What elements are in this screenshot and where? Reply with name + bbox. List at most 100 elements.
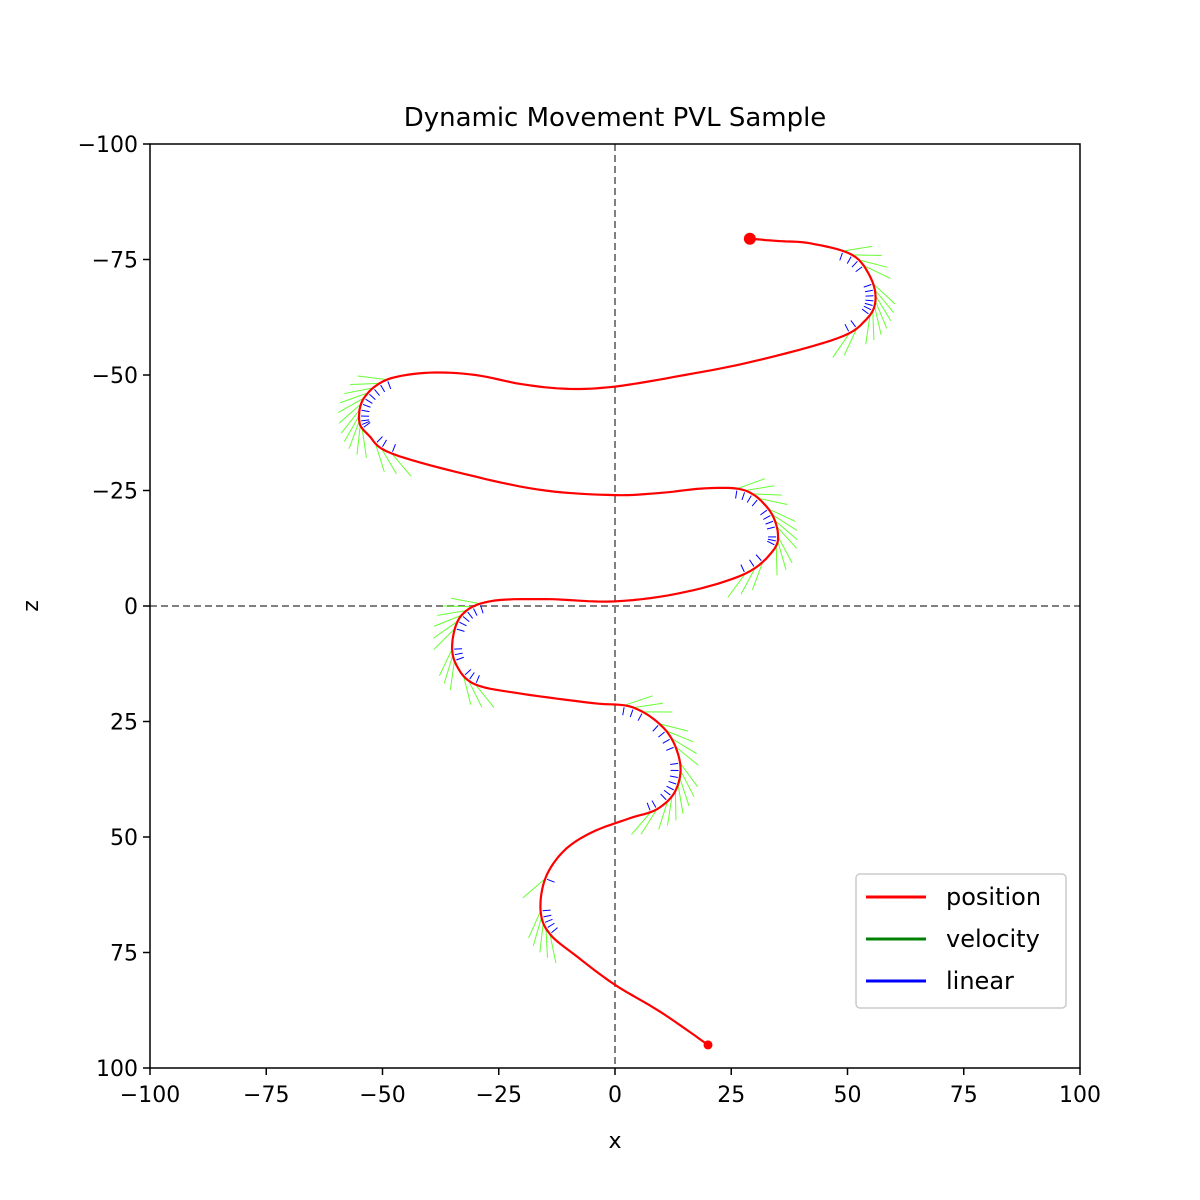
- velocity-vector: [443, 654, 454, 684]
- legend-label-position: position: [946, 883, 1041, 911]
- linear-vector: [855, 266, 863, 273]
- velocity-vector: [675, 746, 699, 766]
- velocity-vectors: [337, 245, 896, 964]
- velocity-vector: [549, 933, 557, 964]
- linear-vector: [735, 490, 738, 499]
- linear-vector: [382, 439, 388, 448]
- linear-vector: [542, 909, 551, 912]
- velocity-vector: [777, 541, 787, 570]
- velocity-vector: [671, 737, 697, 755]
- velocity-vector: [727, 573, 746, 598]
- linear-vector: [670, 762, 679, 765]
- linear-vectors: [360, 252, 874, 934]
- velocity-vector: [468, 680, 483, 708]
- x-tick-label: −75: [243, 1083, 289, 1108]
- velocity-vector: [776, 526, 798, 549]
- linear-vector: [662, 738, 670, 744]
- x-axis: −100 −75 −50 −25 0 25 50 75 100: [120, 1068, 1101, 1108]
- velocity-vector: [340, 409, 360, 434]
- linear-vector: [766, 526, 775, 530]
- velocity-vector: [631, 811, 652, 835]
- linear-vector: [392, 444, 396, 452]
- chart-title: Dynamic Movement PVL Sample: [404, 103, 827, 133]
- linear-vector: [459, 621, 467, 627]
- x-axis-title: x: [608, 1129, 621, 1154]
- velocity-vector: [865, 314, 871, 345]
- linear-vector: [475, 675, 480, 683]
- y-tick-label: 0: [124, 595, 138, 620]
- linear-vector: [861, 308, 869, 315]
- velocity-vector: [745, 485, 775, 491]
- linear-vector: [666, 785, 674, 791]
- linear-vector: [454, 652, 463, 656]
- velocity-vector: [437, 610, 467, 616]
- velocity-vector: [348, 421, 360, 450]
- velocity-vector: [339, 392, 369, 404]
- series-line-position: [357, 237, 877, 1046]
- linear-vector: [767, 538, 776, 542]
- velocity-vector: [361, 428, 367, 458]
- velocity-vector: [852, 254, 882, 257]
- velocity-vector: [624, 695, 653, 706]
- linear-vector: [361, 421, 370, 425]
- velocity-vector: [659, 723, 689, 732]
- velocity-vector: [775, 545, 778, 576]
- linear-vector: [374, 389, 380, 396]
- linear-vector: [760, 509, 768, 516]
- velocity-vector: [532, 917, 542, 946]
- velocity-vector: [380, 448, 397, 475]
- velocity-vector: [874, 300, 888, 329]
- velocity-vector: [391, 453, 412, 477]
- velocity-vector: [677, 784, 684, 814]
- velocity-vector: [843, 328, 858, 356]
- linear-vector: [864, 289, 873, 293]
- velocity-vector: [528, 910, 542, 939]
- velocity-vector: [433, 614, 462, 627]
- linear-vector: [850, 320, 857, 328]
- linear-vector: [669, 775, 678, 778]
- linear-vector: [469, 672, 475, 680]
- velocity-vector: [539, 922, 544, 953]
- velocity-vector: [667, 796, 673, 826]
- velocity-vector: [443, 605, 473, 608]
- linear-vector: [864, 302, 873, 306]
- linear-vector: [844, 323, 850, 332]
- y-axis: −100 −75 −50 −25 0 25 50 75 100: [78, 133, 150, 1082]
- velocity-vector: [752, 561, 764, 591]
- y-axis-title: z: [19, 600, 44, 612]
- linear-vector: [749, 559, 755, 567]
- velocity-vector: [874, 305, 882, 335]
- linear-vector: [637, 713, 643, 721]
- linear-vector: [361, 409, 370, 413]
- legend-label-velocity: velocity: [946, 925, 1040, 953]
- linear-vector: [376, 436, 383, 443]
- velocity-vector: [658, 801, 669, 830]
- velocity-vector: [375, 443, 385, 473]
- linear-vector: [362, 403, 371, 408]
- linear-vector: [746, 495, 752, 503]
- velocity-vector: [665, 730, 694, 743]
- velocity-vector: [736, 478, 766, 490]
- velocity-vector: [438, 648, 453, 677]
- velocity-vector: [356, 425, 361, 455]
- y-tick-label: 25: [110, 711, 138, 736]
- linear-vector: [767, 540, 775, 546]
- legend-box: [855, 873, 1067, 1009]
- velocity-vector: [680, 770, 695, 798]
- linear-vector: [629, 709, 634, 718]
- linear-vector: [846, 256, 852, 264]
- velocity-vector: [758, 497, 788, 505]
- velocity-vector: [777, 536, 793, 564]
- linear-vector: [863, 305, 872, 311]
- velocity-vector: [858, 259, 888, 268]
- velocity-vector: [433, 628, 456, 650]
- velocity-vector: [350, 382, 380, 385]
- x-tick-label: 75: [950, 1083, 978, 1108]
- velocity-vector: [343, 415, 360, 442]
- velocity-vector: [449, 660, 455, 691]
- x-tick-label: 25: [717, 1083, 745, 1108]
- linear-vector: [839, 252, 843, 261]
- linear-vector: [622, 707, 625, 716]
- legend: position velocity linear: [855, 873, 1067, 1009]
